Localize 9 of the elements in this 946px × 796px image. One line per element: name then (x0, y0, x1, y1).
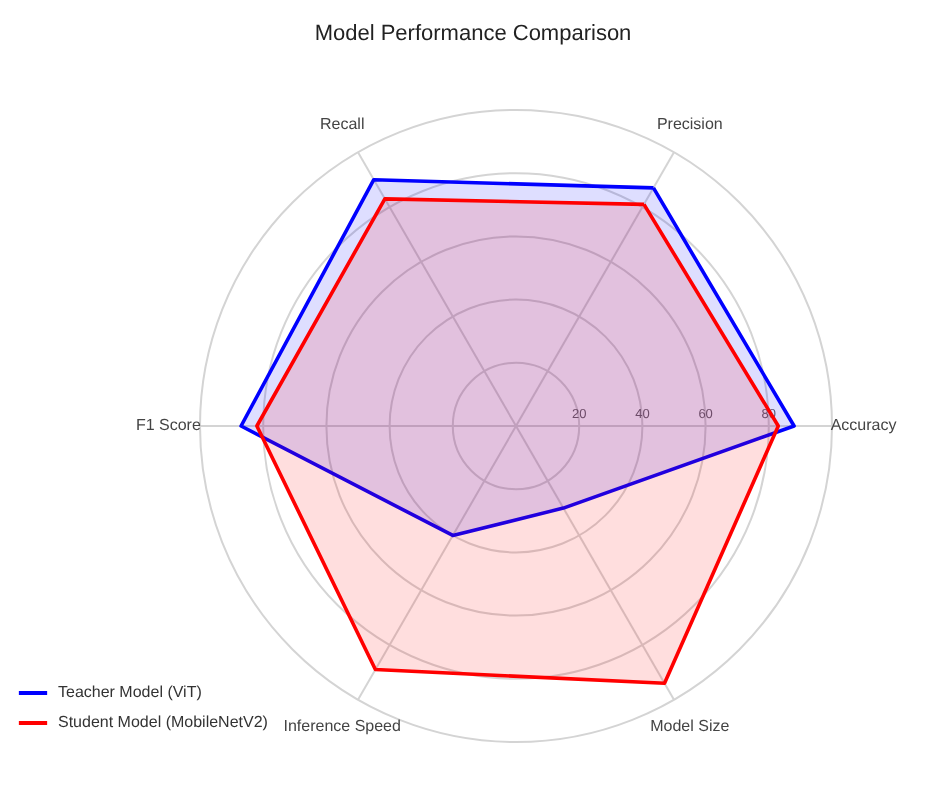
spoke-label: Recall (319, 114, 365, 133)
spoke-label: F1 Score (135, 416, 202, 434)
spoke-label: Accuracy (830, 416, 897, 434)
spoke-label: Precision (656, 114, 723, 133)
legend-label: Teacher Model (ViT) (58, 683, 203, 701)
legend-label: Student Model (MobileNetV2) (58, 713, 269, 731)
chart-title: Model Performance Comparison (314, 22, 632, 46)
spoke-label: Model Size (650, 717, 731, 736)
spoke-label: Inference Speed (283, 717, 401, 736)
